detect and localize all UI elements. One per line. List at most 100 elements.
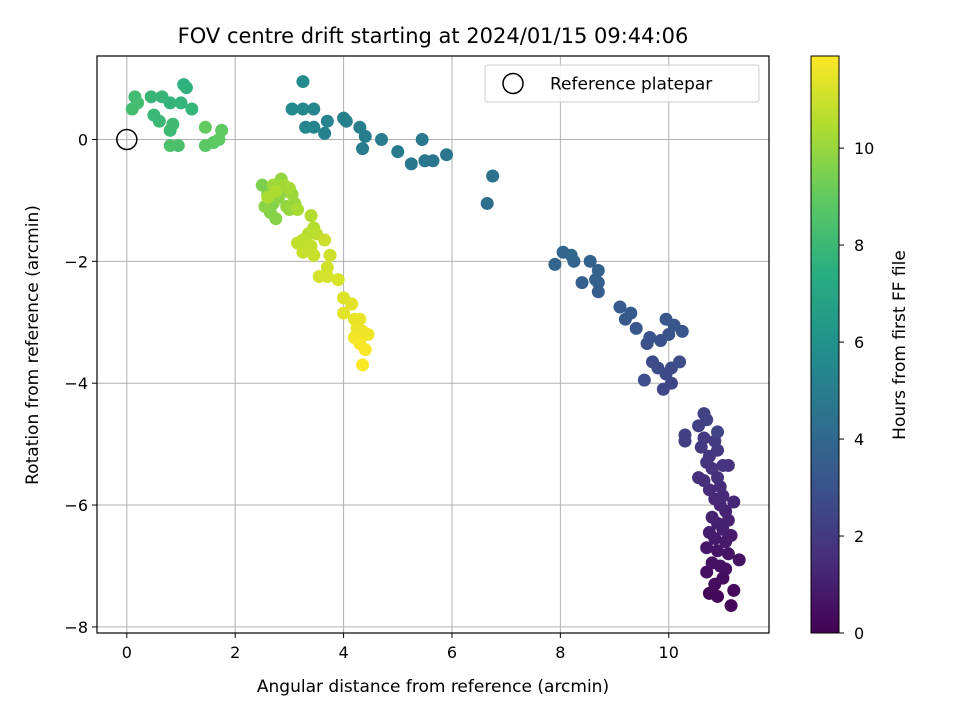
data-point (356, 358, 370, 372)
data-point (131, 96, 145, 110)
data-point (185, 102, 199, 116)
x-tick-label: 0 (122, 643, 132, 662)
data-point (304, 209, 318, 223)
colorbar-ticks: 0 2 4 6 8 10 (839, 139, 874, 643)
data-point (727, 495, 741, 509)
colorbar-tick-label: 8 (854, 236, 864, 255)
legend-box (484, 64, 760, 103)
data-point (320, 260, 334, 274)
data-point (486, 169, 500, 183)
y-tick-label: −6 (64, 496, 88, 515)
data-point (391, 145, 405, 159)
data-point (637, 373, 651, 387)
data-point (724, 599, 738, 613)
chart-title: FOV centre drift starting at 2024/01/15 … (178, 24, 689, 48)
data-point (591, 285, 605, 299)
colorbar-tick-label: 6 (854, 333, 864, 352)
y-tick-label: −4 (64, 374, 88, 393)
data-point (480, 196, 494, 210)
x-tick-label: 8 (555, 643, 565, 662)
data-point (711, 589, 725, 603)
data-point (629, 321, 643, 335)
data-point (291, 203, 305, 217)
data-point (269, 184, 283, 198)
data-point (331, 273, 345, 287)
data-point (711, 544, 725, 558)
data-point (613, 300, 627, 314)
data-point (700, 541, 714, 555)
data-point (727, 583, 741, 597)
data-point (285, 102, 299, 116)
x-tick-label: 2 (230, 643, 240, 662)
data-point (307, 102, 321, 116)
data-point (166, 117, 180, 131)
colorbar-gradient (810, 55, 840, 634)
colorbar-tick-label: 10 (854, 139, 874, 158)
data-point (583, 254, 597, 268)
plot-area-frame (96, 55, 770, 634)
y-tick-label: −8 (64, 618, 88, 637)
y-axis-ticks: 0 −2 −4 −6 −8 (64, 130, 97, 637)
data-point (155, 90, 169, 104)
data-point (320, 114, 334, 128)
data-points (125, 75, 746, 613)
data-point (415, 132, 429, 146)
data-point (716, 458, 730, 472)
x-tick-label: 6 (447, 643, 457, 662)
data-point (337, 306, 351, 320)
data-point (215, 123, 229, 137)
data-point (174, 96, 188, 110)
data-point (296, 75, 310, 89)
data-point (198, 120, 212, 134)
legend: Reference platepar (484, 64, 760, 103)
data-point (296, 102, 310, 116)
y-tick-label: −2 (64, 252, 88, 271)
legend-label-reference: Reference platepar (550, 75, 712, 95)
data-point (144, 90, 158, 104)
data-point (404, 157, 418, 171)
data-point (697, 431, 711, 445)
data-point (440, 148, 454, 162)
colorbar-label: Hours from first FF file (890, 250, 910, 440)
data-point (575, 276, 589, 290)
data-point (163, 139, 177, 153)
colorbar-tick-label: 4 (854, 430, 864, 449)
data-point (282, 181, 296, 195)
data-point (307, 248, 321, 262)
data-point (345, 297, 359, 311)
data-point (732, 553, 746, 567)
data-point (323, 248, 337, 262)
data-point (337, 111, 351, 125)
data-point (645, 355, 659, 369)
x-tick-label: 10 (659, 643, 679, 662)
data-point (418, 154, 432, 168)
data-point (673, 355, 687, 369)
data-point (692, 471, 706, 485)
data-point (659, 312, 673, 326)
data-point (711, 425, 725, 439)
data-point (318, 126, 332, 140)
data-point (353, 120, 367, 134)
data-point (721, 547, 735, 561)
data-point (179, 81, 193, 95)
data-point (269, 212, 283, 226)
reference-point-marker (116, 128, 138, 151)
data-point (318, 233, 332, 247)
data-point (643, 330, 657, 344)
data-point (678, 428, 692, 442)
data-point (591, 263, 605, 277)
data-point (705, 556, 719, 570)
data-point (152, 114, 166, 128)
data-point (361, 327, 375, 341)
data-point (299, 120, 313, 134)
data-point (548, 257, 562, 271)
data-point (624, 306, 638, 320)
legend-marker-reference (502, 72, 524, 95)
data-point (564, 248, 578, 262)
data-point (356, 142, 370, 156)
data-point (375, 132, 389, 146)
grid-lines (97, 56, 769, 633)
data-point (697, 407, 711, 421)
data-point (296, 245, 310, 259)
